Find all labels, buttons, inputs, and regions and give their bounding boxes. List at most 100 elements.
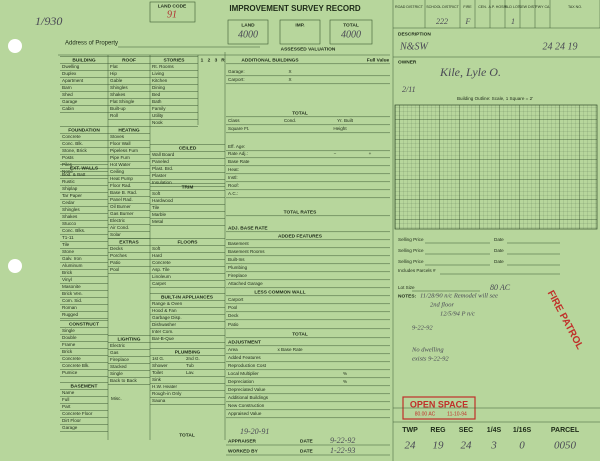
field-label: Paneled [152,159,169,164]
field-label: Bed [152,92,161,97]
field-label: Cedar [62,200,75,205]
field-label: Floor Rad. [110,183,131,188]
field-label: Stacked [110,364,127,369]
field-label: Dishwasher [152,322,176,327]
field-label: Pool [110,267,119,272]
field-label: Plaster [152,173,167,178]
field-label: Flat Shingle [110,99,135,104]
field-label: Concrete [62,134,81,139]
appraisal-label: x Base Rate [277,347,302,352]
appraisal-label: New Construction [228,403,265,408]
field-label: Pipe Furn [110,155,130,160]
field-label: Inter Com. [152,329,173,334]
appraisal-label: Pool [228,305,237,310]
field-label: Tub [186,363,194,368]
district-label: SEW DIST [519,5,537,9]
field-label: Rough-in Only [152,391,182,396]
field-label: Hardwood [152,198,173,203]
section-heading: LIGHTING [118,336,141,342]
appraisal-label: Instl: [228,175,238,180]
appraisal-label: Plumbing [228,265,248,270]
appraisal-label: Heat: [228,167,239,172]
lot-value: 80 AC [490,283,511,292]
story-column: 1 [201,57,204,63]
appraisal-label: % [343,379,347,384]
field-label: 2nd G. [186,356,200,361]
parcel-label: REG [430,427,446,434]
lot-size-label: Lot Size [398,285,415,290]
field-label: Roman [62,305,77,310]
parcel-label: TWP [402,427,418,434]
field-label: Stoves [110,134,125,139]
appraisal-label: Basement [228,241,249,246]
district-label: ROAD DISTRICT [395,5,424,9]
field-label: Soft [152,246,161,251]
field-label: Air Cond. [110,225,129,230]
field-label: Carpet [152,281,167,286]
section-heading: PLUMBING [175,349,201,355]
field-label: Frame [62,342,76,347]
outline-caption: Building Outline: Scale, 1 Square = 2' [457,96,533,101]
field-label: Double [62,335,77,340]
field-label: Living [152,71,164,76]
field-label: Stone, Brick [62,148,87,153]
appraisal-label: Fireplace [228,273,247,278]
imp-box [279,19,321,45]
field-label: Shed [62,92,73,97]
appraisal-label: Built-Ins [228,257,245,262]
parcel-value: 24 [405,440,417,452]
field-label: Single [62,328,75,333]
appraisal-label: Depreciated Value [228,387,266,392]
open-space-area: 80.00 AC [415,411,436,417]
field-label: Apartment [62,78,84,83]
district-value: 222 [436,17,448,26]
story-column: R [221,57,225,63]
field-label: Shingles [110,85,128,90]
date-label: DATE [300,448,314,454]
parcel-value: 0 [519,440,525,452]
note-line: No dwelling [411,346,444,353]
parcel-value: 24 [461,440,473,452]
field-label: Shakes [110,92,126,97]
appraisal-label: ADJ. BASE RATE [228,225,268,231]
appraisal-label: TOTAL [292,110,308,116]
field-label: Built-up [110,106,126,111]
field-label: Gas Burner [110,211,134,216]
section-heading: BUILT-IN APPLIANCES [161,294,214,300]
field-label: Flat [110,64,118,69]
section-heading: BUILDING [72,57,95,63]
field-label: Dining [152,85,165,90]
field-label: Full [62,397,69,402]
field-label: Hard [152,253,162,258]
appraisal-label: − [334,151,337,156]
appraised-date: 9-22-92 [330,436,355,445]
field-label: Shiplap [62,186,78,191]
field-label: Cabin [62,106,74,111]
open-space-date: 11-10-94 [447,411,467,417]
section-heading: FOUNDATION [68,127,100,133]
field-label: Tile [152,205,160,210]
section-heading: STORIES [164,57,186,63]
form-title: IMPROVEMENT SURVEY RECORD [229,4,361,13]
field-label: Stone [62,249,74,254]
parcel-label: 1/16S [513,427,532,434]
field-label: Wall Board [152,152,175,157]
location: 24 24 19 [543,41,578,52]
total-label: TOTAL [343,22,359,28]
field-label: Hot Water [110,162,131,167]
field-label: Concrete Blk. [62,363,90,368]
appraisal-label: Additional Buildings [228,395,269,400]
district-label: FIRE [463,5,472,9]
appraisal-label: Class [228,118,240,123]
appraisal-label: Cond. [284,118,296,123]
parcels-label: Includes Parcels # [398,268,436,273]
field-label: Garage [62,425,78,430]
district-label: FWY CA [536,5,551,9]
district-label: TAX NO. [568,5,582,9]
appraisal-label: X [288,77,291,82]
field-label: Plast. Brd. [152,166,173,171]
district-value: F [465,17,471,26]
section-heading: ROOF [122,57,136,63]
field-label: Heat Pump [110,176,133,181]
